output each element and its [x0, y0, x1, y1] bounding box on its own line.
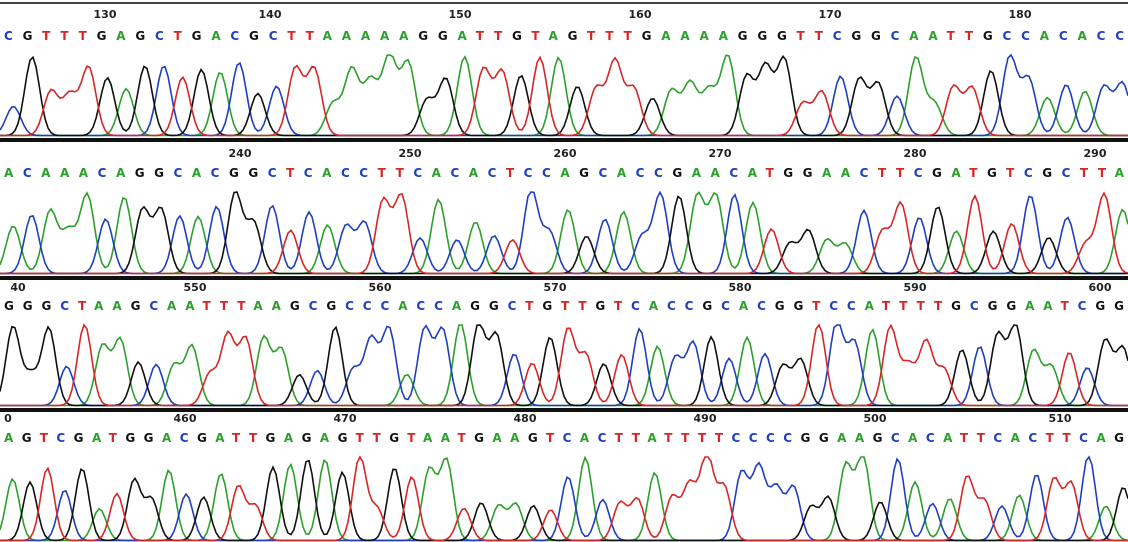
trace: [0, 55, 1128, 137]
position-label: 550: [184, 281, 207, 294]
position-label: 580: [729, 281, 752, 294]
trace: [0, 323, 1128, 407]
position-label: 480: [514, 412, 537, 425]
position-label: 570: [544, 281, 567, 294]
position-label: 600: [1089, 281, 1112, 294]
position-label: 270: [709, 147, 732, 160]
trace: [0, 191, 1128, 275]
trace: [0, 191, 1128, 275]
position-label: 560: [369, 281, 392, 294]
position-label: 590: [904, 281, 927, 294]
position-label: 180: [1009, 8, 1032, 21]
position-label: 500: [864, 412, 887, 425]
position-label: 150: [449, 8, 472, 21]
trace: [0, 54, 1128, 137]
position-label: 280: [904, 147, 927, 160]
position-label: 0: [4, 412, 12, 425]
position-label: 250: [399, 147, 422, 160]
position-label: 290: [1084, 147, 1107, 160]
position-label: 260: [554, 147, 577, 160]
trace: [0, 455, 1128, 542]
trace: [0, 455, 1128, 542]
position-label: 40: [10, 281, 26, 294]
position-label: 460: [174, 412, 197, 425]
position-label: 490: [694, 412, 717, 425]
position-label: 240: [229, 147, 252, 160]
position-label: 470: [334, 412, 357, 425]
position-label: 160: [629, 8, 652, 21]
position-label: 130: [94, 8, 117, 21]
trace: [0, 190, 1128, 275]
position-label: 140: [259, 8, 282, 21]
position-label: 510: [1049, 412, 1072, 425]
position-label: 170: [819, 8, 842, 21]
